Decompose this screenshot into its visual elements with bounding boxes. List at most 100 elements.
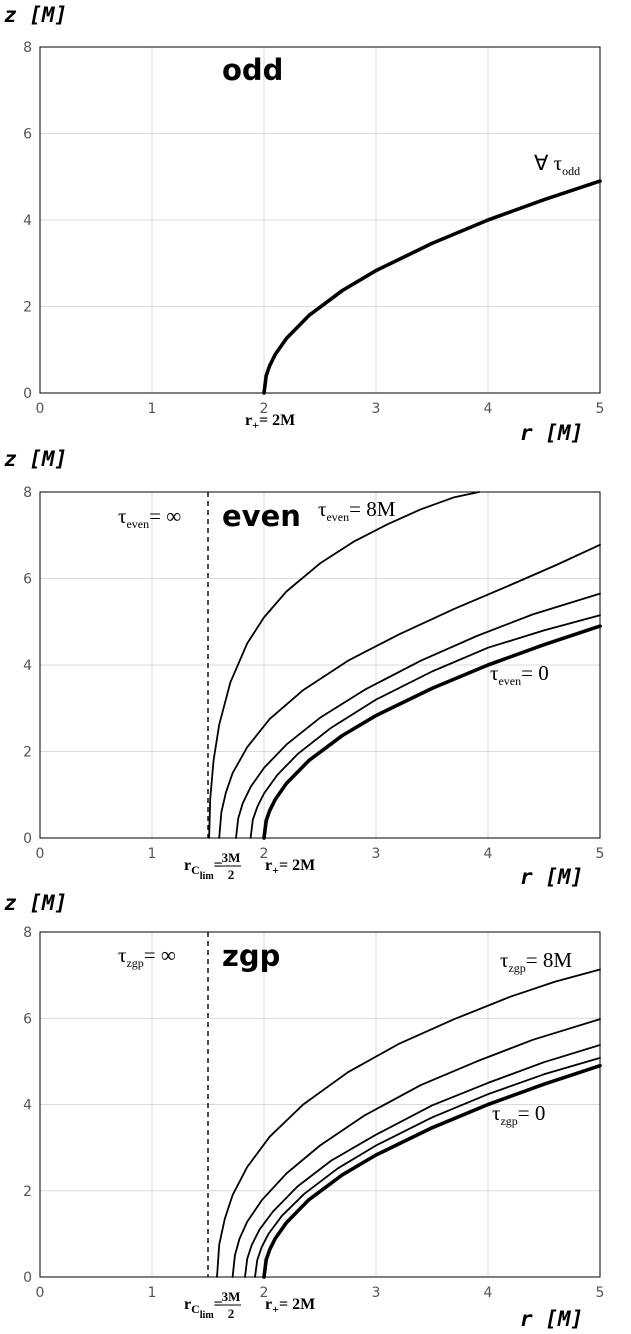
r-plus-sub: + xyxy=(272,863,279,877)
x-axis-label: r [M] xyxy=(520,865,583,889)
y-tick-label: 4 xyxy=(23,213,32,229)
r-c-sub: C xyxy=(191,1302,200,1316)
tau-rest: = 8M xyxy=(349,497,396,521)
tau-zgp-inf-label: τzgp= ∞ xyxy=(118,943,176,970)
r-c-den: 2 xyxy=(228,1306,235,1321)
x-tick-label: 5 xyxy=(596,401,605,417)
series-line xyxy=(208,491,480,839)
tau-main: τ xyxy=(490,661,498,685)
tick-labels: 0 1 2 3 4 5 0 2 4 6 8 xyxy=(23,40,604,417)
y-axis-label: z [M] xyxy=(4,447,67,471)
grid xyxy=(40,932,600,1277)
tau-sub: zgp xyxy=(508,961,525,975)
y-axis-label: z [M] xyxy=(4,3,67,27)
series-line xyxy=(249,614,601,839)
r-c-text: rClim= xyxy=(184,1296,223,1321)
series-line xyxy=(216,968,601,1278)
tick-labels: 0 1 2 3 4 5 0 2 4 6 8 xyxy=(23,925,604,1301)
r-plus-main: r xyxy=(245,412,252,429)
tau-sub: even xyxy=(126,517,149,531)
y-tick-label: 0 xyxy=(23,386,32,402)
r-c-lim-label: rClim= 3M 2 xyxy=(184,850,241,882)
y-tick-label: 6 xyxy=(23,1011,32,1027)
series-line xyxy=(218,543,601,839)
panel-title: odd xyxy=(222,53,283,87)
y-tick-label: 0 xyxy=(23,1270,32,1286)
series-line xyxy=(235,592,601,839)
grid xyxy=(40,47,600,393)
curves xyxy=(262,179,602,395)
r-plus-label: r+= 2M xyxy=(245,412,295,432)
y-tick-label: 2 xyxy=(23,1184,32,1200)
x-tick-label: 1 xyxy=(148,1285,157,1301)
x-tick-label: 5 xyxy=(596,1285,605,1301)
series-line xyxy=(244,1044,601,1278)
y-axis-label: z [M] xyxy=(4,891,67,915)
tick-labels: 0 1 2 3 4 5 0 2 4 6 8 xyxy=(23,485,604,862)
x-tick-label: 2 xyxy=(260,846,269,862)
tau-rest: = 0 xyxy=(518,1101,546,1125)
tau-rest: = 8M xyxy=(526,948,573,972)
r-plus-sub: + xyxy=(272,1302,279,1316)
r-c-sub: C xyxy=(191,863,200,877)
tau-even-inf-label: τeven= ∞ xyxy=(118,504,181,531)
x-tick-label: 0 xyxy=(36,1285,45,1301)
grid xyxy=(40,492,600,838)
tau-zgp-8M-label: τzgp= 8M xyxy=(500,948,572,975)
x-tick-label: 3 xyxy=(372,401,381,417)
y-tick-label: 8 xyxy=(23,485,32,501)
x-tick-label: 2 xyxy=(260,1285,269,1301)
tau-main: τ xyxy=(118,504,126,528)
r-c-num: 3M xyxy=(222,850,241,865)
y-tick-label: 6 xyxy=(23,572,32,588)
tau-even-0-label: τeven= 0 xyxy=(490,661,549,688)
tau-main: τ xyxy=(500,948,508,972)
r-c-subsub: lim xyxy=(200,871,215,882)
r-c-eq: = xyxy=(214,857,223,874)
x-tick-label: 0 xyxy=(36,401,45,417)
x-tick-label: 3 xyxy=(372,1285,381,1301)
tau-sub: even xyxy=(326,510,349,524)
tau-odd-label: ∀ τodd xyxy=(534,151,580,178)
r-plus-label: r+= 2M xyxy=(265,857,315,877)
tau-zgp-0-label: τzgp= 0 xyxy=(492,1101,545,1128)
tau-odd-sub: odd xyxy=(562,164,580,178)
y-tick-label: 4 xyxy=(23,658,32,674)
x-tick-label: 4 xyxy=(484,401,493,417)
tau-sub: even xyxy=(498,674,521,688)
r-plus-rest: = 2M xyxy=(279,857,315,874)
r-c-main: r xyxy=(184,1296,191,1313)
r-c-num: 3M xyxy=(222,1289,241,1304)
r-c-eq: = xyxy=(214,1296,223,1313)
tau-main: τ xyxy=(118,943,126,967)
plot-frame xyxy=(39,931,601,1278)
r-plus-label: r+= 2M xyxy=(265,1296,315,1316)
r-plus-rest: = 2M xyxy=(259,412,295,429)
tau-even-8M-label: τeven= 8M xyxy=(318,497,396,524)
panel-title: even xyxy=(222,499,301,533)
r-c-main: r xyxy=(184,857,191,874)
tau-main: τ xyxy=(492,1101,500,1125)
tau-rest: = 0 xyxy=(521,661,549,685)
y-tick-label: 2 xyxy=(23,300,32,316)
y-tick-label: 4 xyxy=(23,1098,32,1114)
x-tick-label: 0 xyxy=(36,846,45,862)
x-tick-label: 3 xyxy=(372,846,381,862)
x-tick-label: 1 xyxy=(148,846,157,862)
y-tick-label: 8 xyxy=(23,40,32,56)
curves xyxy=(216,968,602,1279)
plot-frame xyxy=(39,46,601,394)
tau-rest: = ∞ xyxy=(149,504,181,528)
tau-sub: zgp xyxy=(126,956,143,970)
y-tick-label: 8 xyxy=(23,925,32,941)
r-c-text: rClim= xyxy=(184,857,223,882)
r-c-lim-label: rClim= 3M 2 xyxy=(184,1289,241,1321)
x-axis-label: r [M] xyxy=(520,1307,583,1331)
x-tick-label: 4 xyxy=(484,1285,493,1301)
r-plus-main: r xyxy=(265,1296,272,1313)
r-plus-rest: = 2M xyxy=(279,1296,315,1313)
x-tick-label: 4 xyxy=(484,846,493,862)
series-line xyxy=(262,624,602,840)
